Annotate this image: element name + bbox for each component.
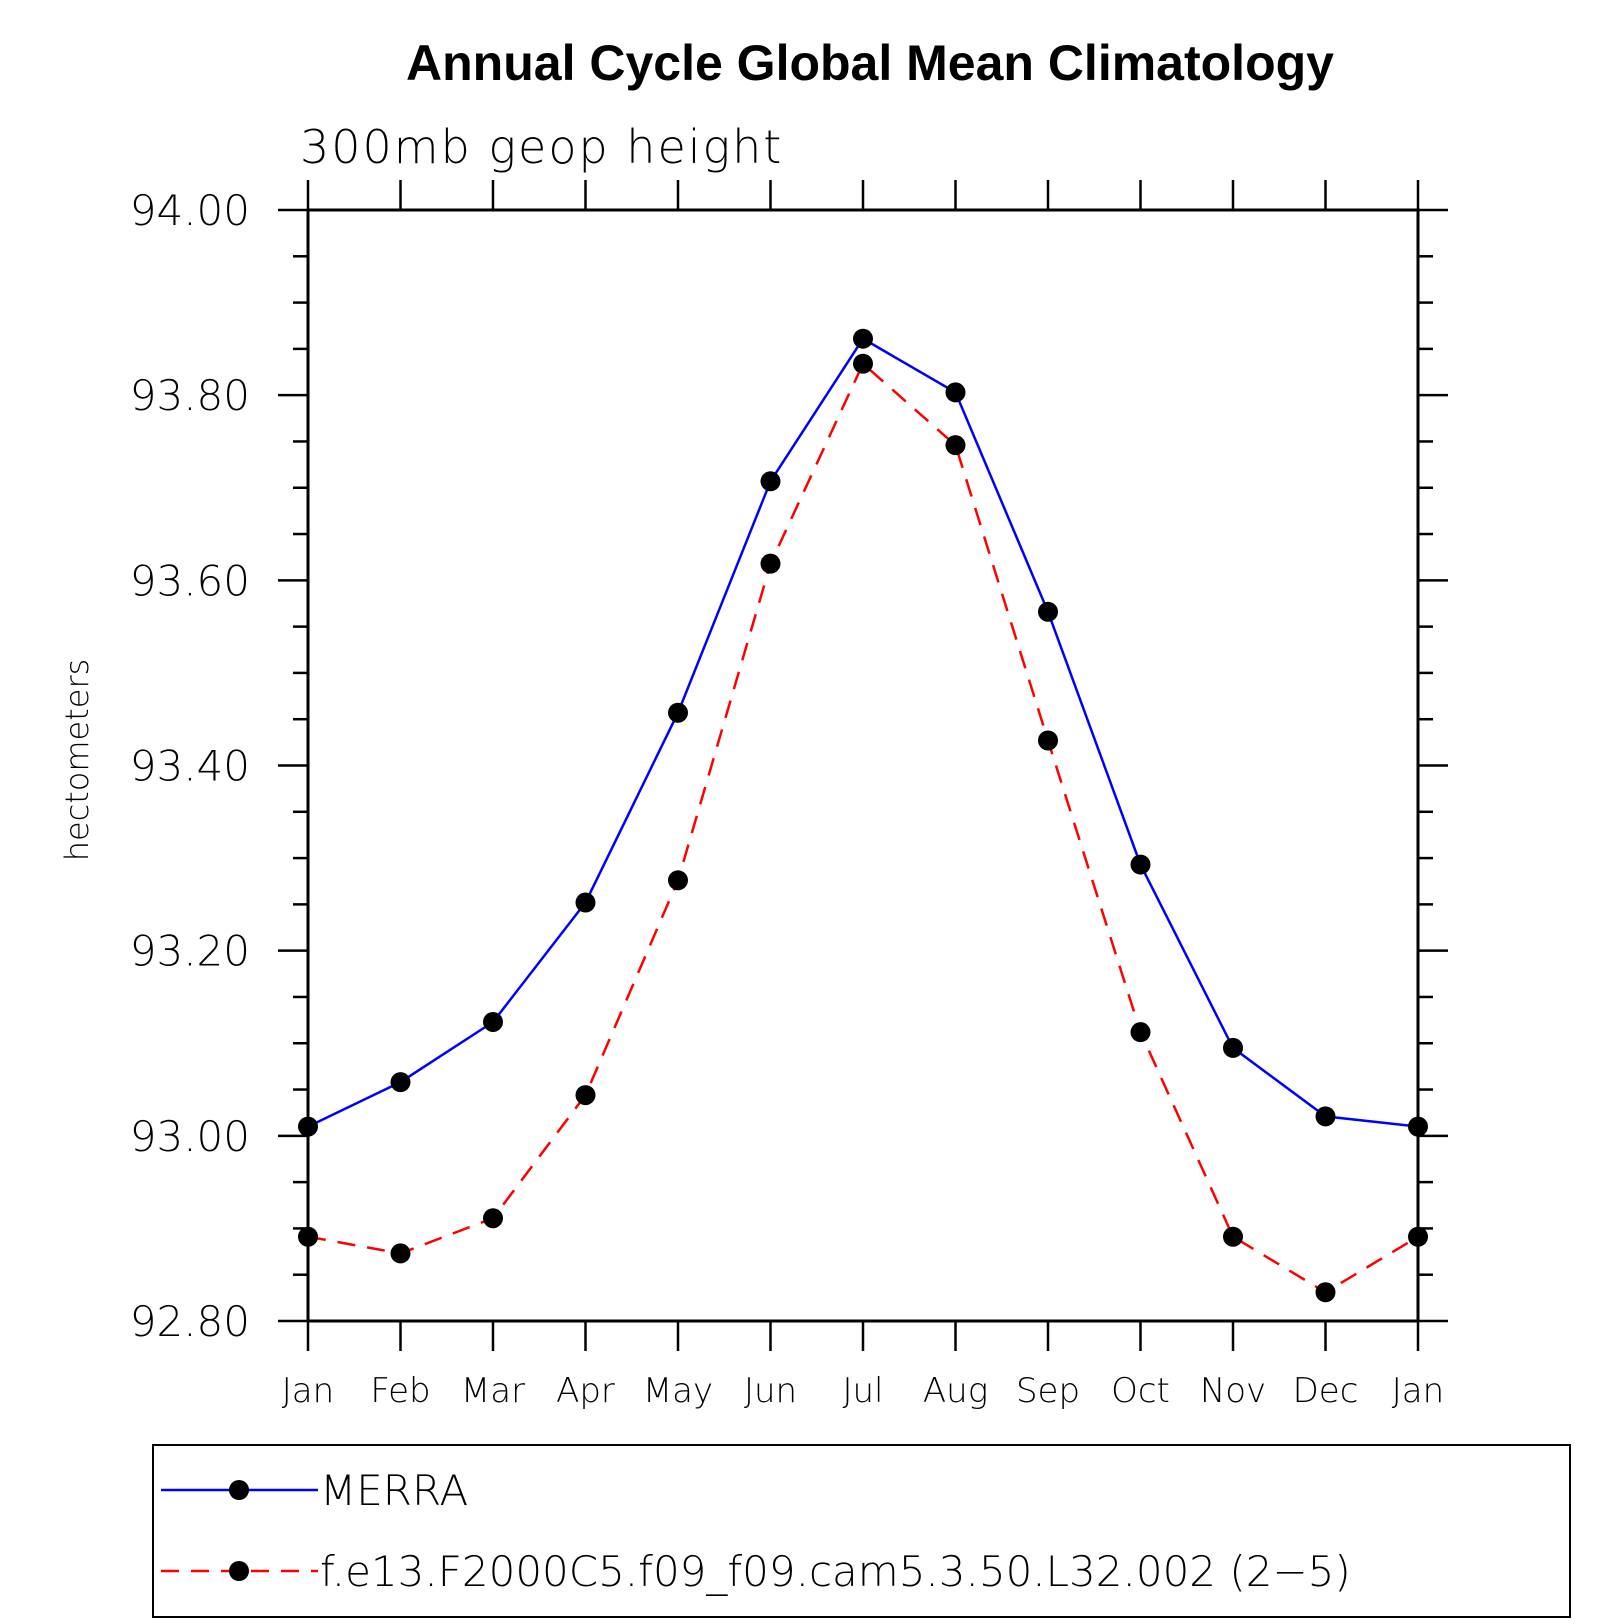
- series-line-cam5: [307, 361, 1419, 1294]
- data-point-merra: [575, 892, 596, 913]
- x-tick-label: Aug: [923, 1371, 988, 1411]
- legend-marker-merra: [229, 1480, 249, 1500]
- data-point-cam5: [1130, 1022, 1151, 1043]
- data-point-cam5: [1038, 730, 1058, 751]
- y-tick-label: 93.00: [130, 1112, 250, 1161]
- y-tick-labels: 92.80 93.00 93.20 93.40 93.60 93.80 94.00: [130, 186, 250, 1346]
- data-point-merra: [853, 328, 873, 349]
- data-point-merra: [483, 1011, 503, 1032]
- y-tick-label: 92.80: [130, 1297, 250, 1346]
- data-point-cam5: [390, 1243, 411, 1264]
- data-point-cam5: [945, 435, 966, 456]
- data-point-merra: [668, 702, 688, 723]
- x-tick-label: Feb: [370, 1371, 430, 1411]
- x-tick-label: Apr: [556, 1371, 615, 1411]
- data-point-cam5: [1223, 1226, 1243, 1247]
- x-tick-label: Dec: [1293, 1371, 1359, 1411]
- x-tick-label: Jul: [842, 1371, 883, 1411]
- chart-title: Annual Cycle Global Mean Climatology: [406, 35, 1334, 91]
- y-tick-label: 93.60: [130, 556, 250, 605]
- y-tick-label: 93.80: [130, 371, 250, 420]
- x-tick-label: Oct: [1111, 1371, 1170, 1411]
- data-point-cam5: [1315, 1282, 1336, 1303]
- data-point-merra: [1408, 1116, 1428, 1137]
- x-tick-labels: Jan Feb Mar Apr May Jun Jul Aug Sep Oct Nov Dec Jan: [282, 1371, 1444, 1411]
- data-point-cam5: [575, 1085, 596, 1106]
- data-point-merra: [945, 382, 966, 403]
- legend-marker-cam5: [229, 1561, 249, 1581]
- data-point-merra: [1223, 1037, 1243, 1058]
- data-point-cam5: [298, 1226, 318, 1247]
- legend-label-cam5: f.e13.F2000C5.f09_f09.cam5.3.50.L32.002 …: [320, 1547, 1351, 1596]
- data-point-cam5: [668, 870, 688, 891]
- y-axis-label: hectometers: [58, 659, 96, 862]
- data-point-merra: [760, 471, 781, 492]
- data-point-cam5: [760, 553, 781, 574]
- data-point-merra: [1315, 1106, 1336, 1127]
- y-tick-label: 93.20: [130, 927, 250, 976]
- y-tick-label: 93.40: [130, 742, 250, 791]
- series-lines: [307, 337, 1419, 1294]
- legend: MERRA f.e13.F2000C5.f09_f09.cam5.3.50.L3…: [152, 1444, 1571, 1618]
- series-line-merra: [307, 337, 1419, 1128]
- y-tick-label: 94.00: [130, 186, 250, 235]
- data-point-merra: [1130, 854, 1151, 875]
- chart-subtitle: 300mb geop height: [300, 120, 783, 174]
- x-tick-label: Sep: [1016, 1371, 1080, 1411]
- data-point-merra: [298, 1116, 318, 1137]
- data-point-cam5: [853, 353, 873, 374]
- x-tick-label: May: [643, 1371, 713, 1411]
- plot-frame: [306, 208, 1420, 1323]
- data-point-merra: [1038, 601, 1058, 622]
- x-tick-label: Mar: [461, 1371, 525, 1411]
- series-markers: [298, 328, 1428, 1303]
- legend-box: [152, 1444, 1571, 1618]
- x-tick-label: Jun: [744, 1371, 797, 1411]
- data-point-cam5: [483, 1208, 503, 1229]
- x-tick-label: Nov: [1200, 1371, 1266, 1411]
- data-point-merra: [390, 1072, 411, 1093]
- axis-ticks: [278, 180, 1448, 1351]
- data-point-cam5: [1408, 1226, 1428, 1247]
- x-tick-label: Jan: [1392, 1371, 1444, 1411]
- x-tick-label: Jan: [282, 1371, 334, 1411]
- legend-label-merra: MERRA: [320, 1466, 468, 1515]
